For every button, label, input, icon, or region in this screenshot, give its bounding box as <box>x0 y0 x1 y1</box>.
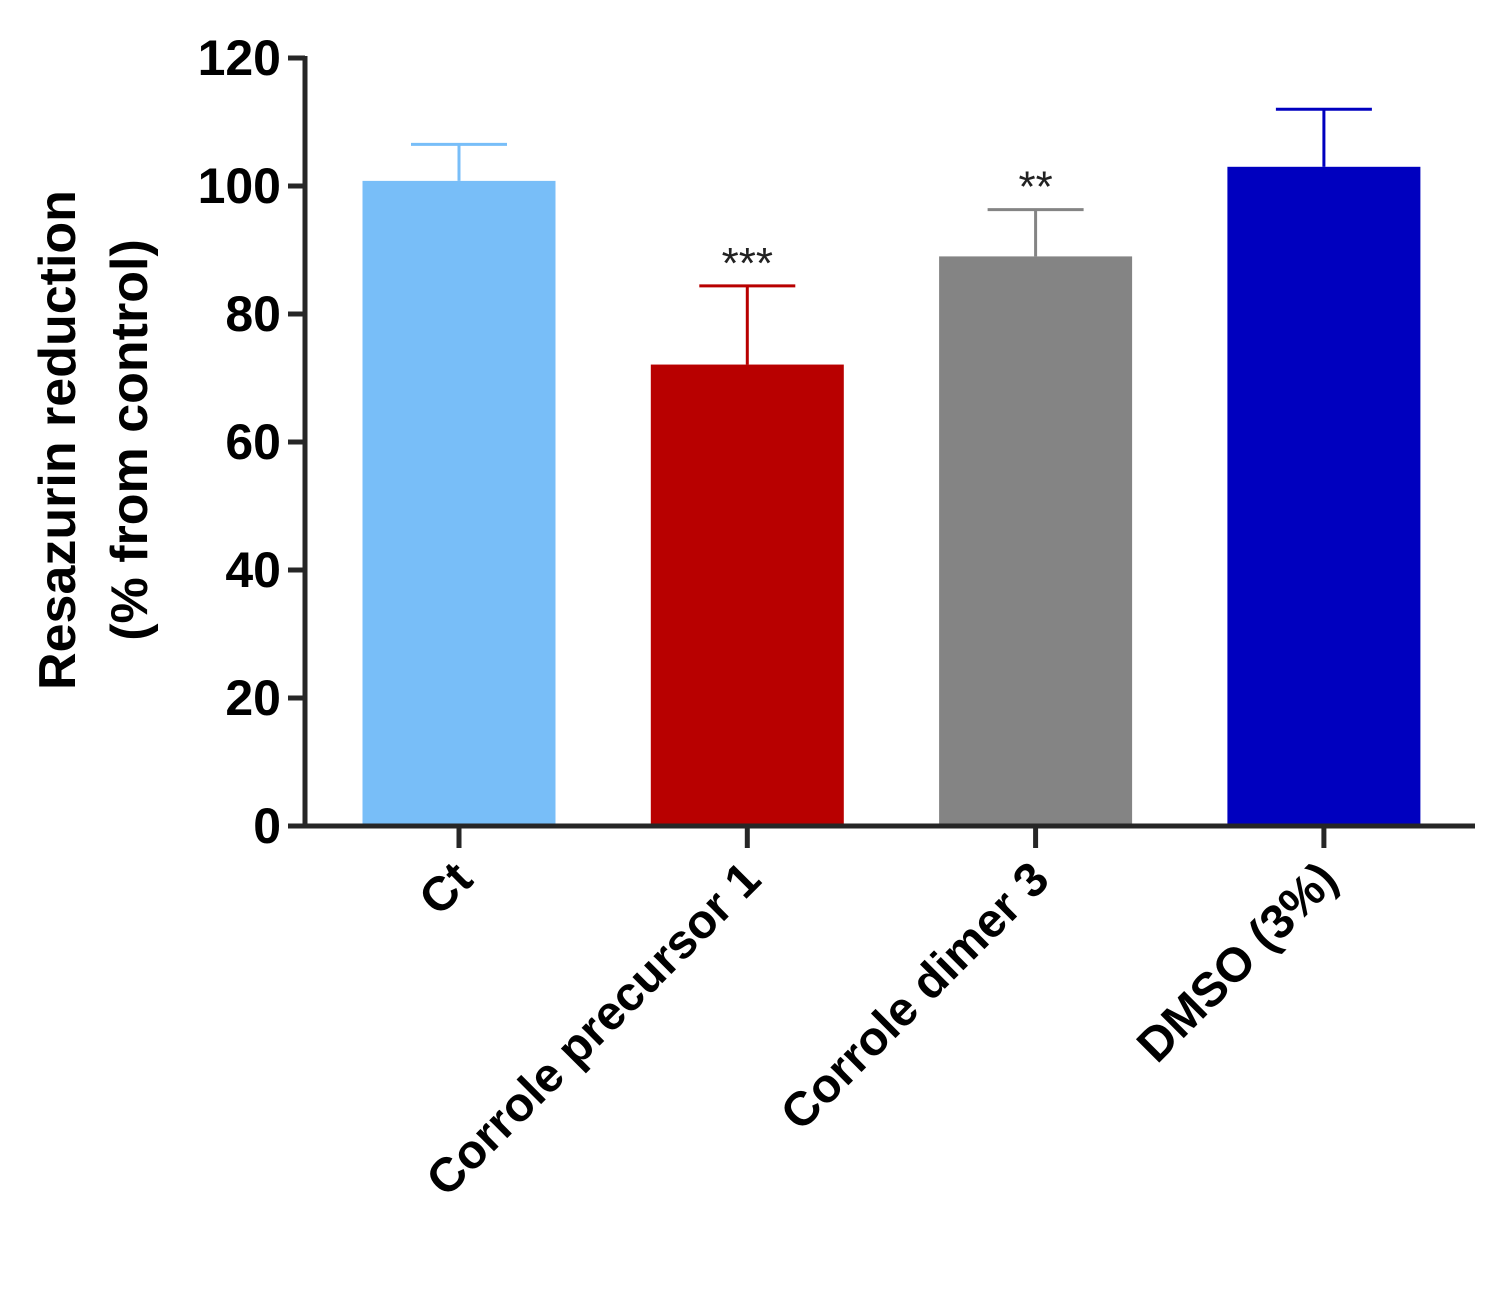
x-tick-label-1: Corrole precursor 1 <box>417 852 771 1206</box>
significance-label-1: *** <box>722 239 773 288</box>
y-tick-label-0: 0 <box>253 798 281 854</box>
bar-2 <box>939 256 1133 826</box>
y-axis-title-group: Resazurin reduction (% from control) <box>29 190 159 690</box>
y-axis-title-line2: (% from control) <box>101 239 159 641</box>
significance-label-2: ** <box>1018 163 1052 212</box>
y-tick-label-3: 60 <box>225 414 281 470</box>
y-tick-label-4: 80 <box>225 286 281 342</box>
bar-3 <box>1227 166 1421 827</box>
y-tick-label-1: 20 <box>225 670 281 726</box>
x-tick-label-3: DMSO (3%) <box>1127 852 1347 1072</box>
x-tick-label-0: Ct <box>409 852 482 925</box>
bar-0 <box>362 180 556 826</box>
y-axis-title-line1: Resazurin reduction <box>29 190 87 690</box>
x-tick-label-2: Corrole dimer 3 <box>771 852 1059 1140</box>
y-tick-label-6: 120 <box>198 30 281 86</box>
y-tick-label-5: 100 <box>198 158 281 214</box>
y-tick-label-2: 40 <box>225 542 281 598</box>
bar-1 <box>650 364 844 826</box>
